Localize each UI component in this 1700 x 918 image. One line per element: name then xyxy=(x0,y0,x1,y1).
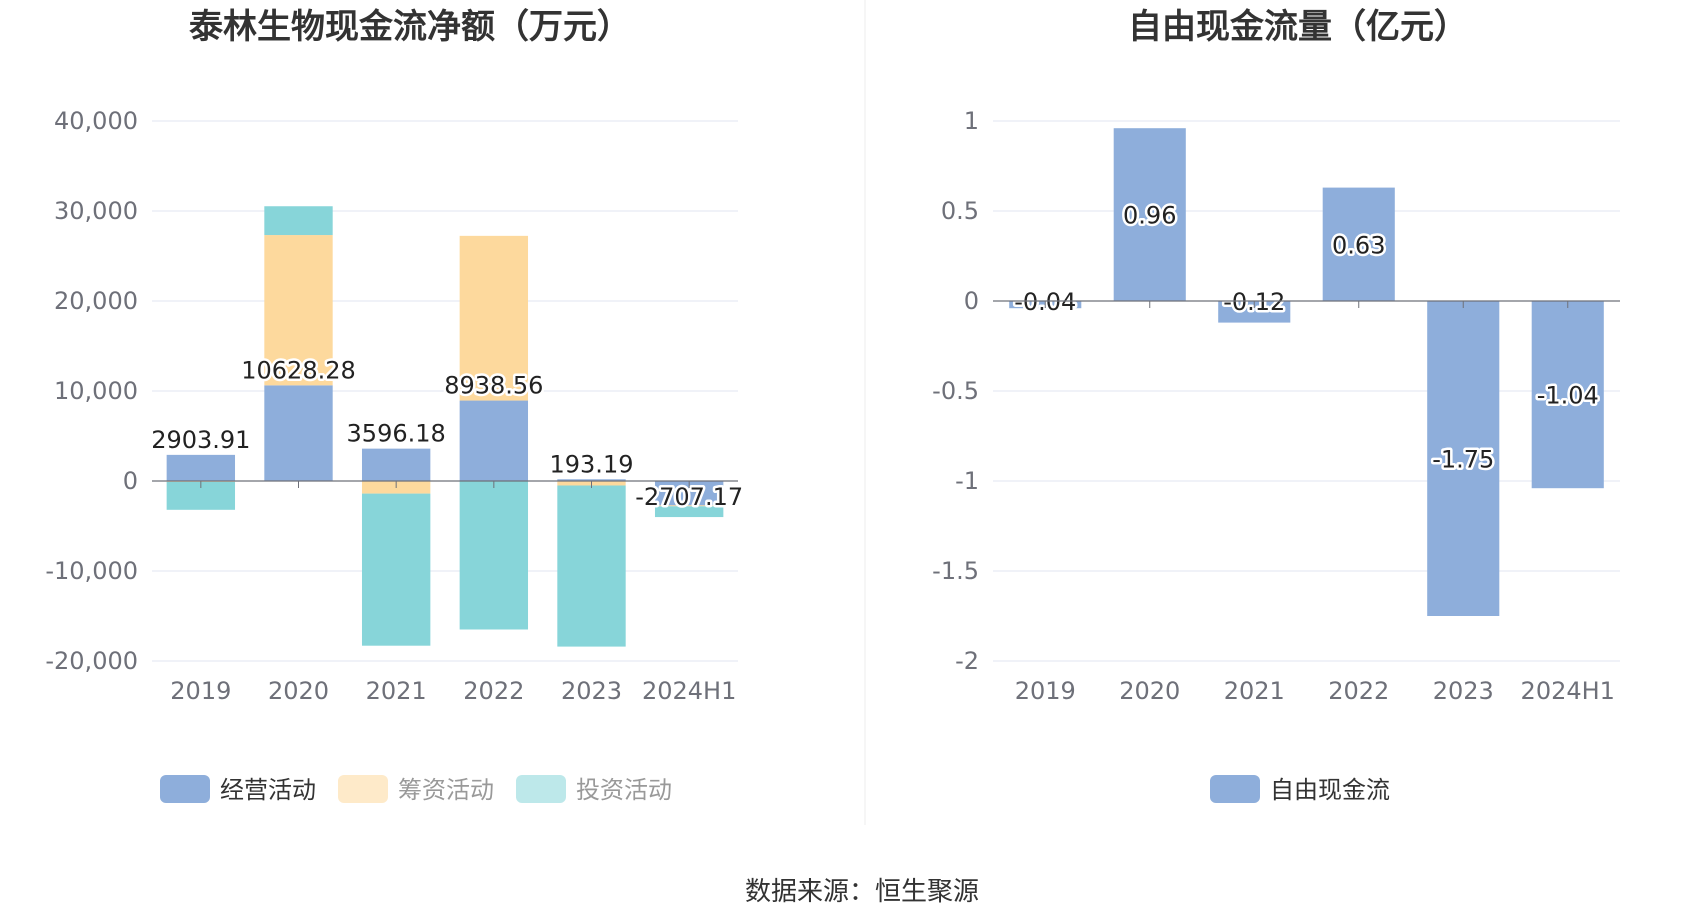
data-label-2023: 193.19 xyxy=(550,450,634,478)
bar-investing-2024H1[interactable] xyxy=(654,506,724,518)
data-label-2023: -1.75 xyxy=(1432,446,1494,474)
left-legend[interactable]: 经营活动 筹资活动 投资活动 xyxy=(160,775,672,804)
x-tick-label: 2021 xyxy=(366,677,427,705)
bar-operating-2020[interactable] xyxy=(264,385,333,481)
x-tick-label: 2023 xyxy=(561,677,622,705)
x-tick-label: 2019 xyxy=(1015,677,1076,705)
data-label-2024H1: -1.04 xyxy=(1537,382,1599,410)
bar-investing-2022[interactable] xyxy=(459,481,529,630)
right-x-axis: 2019 2020 2021 2022 2023 2024H1 xyxy=(993,300,1620,705)
y-tick-label: -2 xyxy=(955,647,979,675)
left-data-labels: 2903.9110628.283596.188938.56193.19-2707… xyxy=(149,354,746,514)
x-tick-label: 2019 xyxy=(170,677,231,705)
bar-operating-2021[interactable] xyxy=(361,448,431,481)
x-tick-label: 2020 xyxy=(268,677,329,705)
bar-fcf-2021[interactable] xyxy=(1218,301,1291,323)
legend-label-fcf[interactable]: 自由现金流 xyxy=(1270,776,1390,804)
chart-title-right: 自由现金流量（亿元） xyxy=(1128,7,1468,47)
left-bars xyxy=(166,206,724,647)
right-grid: 1 0.5 0 -0.5 -1 -1.5 -2 xyxy=(932,107,1620,675)
y-tick-label: 10,000 xyxy=(54,377,138,405)
x-tick-label: 2023 xyxy=(1433,677,1494,705)
legend-swatch-operating[interactable] xyxy=(160,775,210,803)
x-tick-label: 2022 xyxy=(463,677,524,705)
y-tick-label: -10,000 xyxy=(45,557,138,585)
legend-label-operating[interactable]: 经营活动 xyxy=(220,776,316,804)
data-label-2020: 0.96 xyxy=(1123,202,1176,230)
legend-label-financing[interactable]: 筹资活动 xyxy=(398,776,494,804)
bar-investing-2020[interactable] xyxy=(264,206,333,236)
y-tick-label: 0.5 xyxy=(941,197,979,225)
bar-fcf-2022[interactable] xyxy=(1322,187,1395,301)
data-label-2019: 2903.91 xyxy=(151,426,250,454)
bar-financing-2024H1[interactable] xyxy=(654,505,724,507)
legend-label-investing[interactable]: 投资活动 xyxy=(576,776,672,804)
bar-financing-2022[interactable] xyxy=(459,235,529,401)
left-x-axis: 2019 2020 2021 2022 2023 2024H1 xyxy=(152,480,738,705)
data-label-2022: 0.63 xyxy=(1332,231,1385,259)
y-tick-label: 0 xyxy=(123,467,138,495)
data-label-2020: 10628.28 xyxy=(241,356,356,384)
y-tick-label: -1 xyxy=(955,467,979,495)
x-tick-label: 2020 xyxy=(1119,677,1180,705)
y-tick-label: -0.5 xyxy=(932,377,979,405)
right-data-labels: -0.040.96-0.120.63-1.75-1.04 xyxy=(1012,199,1602,476)
bar-operating-2022[interactable] xyxy=(459,400,529,481)
left-grid: 40,000 30,000 20,000 10,000 0 -10,000 -20,000 xyxy=(45,107,738,675)
bar-financing-2020[interactable] xyxy=(264,235,333,386)
bar-fcf-2020[interactable] xyxy=(1113,128,1186,301)
legend-swatch-fcf[interactable] xyxy=(1210,775,1260,803)
y-tick-label: -20,000 xyxy=(45,647,138,675)
data-source: 数据来源：恒生聚源 xyxy=(745,877,979,907)
chart-title-left: 泰林生物现金流净额（万元） xyxy=(189,7,631,47)
x-tick-label: 2022 xyxy=(1328,677,1389,705)
bar-fcf-2023[interactable] xyxy=(1427,301,1500,616)
bar-investing-2023[interactable] xyxy=(557,485,626,647)
y-tick-label: 30,000 xyxy=(54,197,138,225)
x-tick-label: 2024H1 xyxy=(642,677,736,705)
y-tick-label: -1.5 xyxy=(932,557,979,585)
y-tick-label: 20,000 xyxy=(54,287,138,315)
y-tick-label: 40,000 xyxy=(54,107,138,135)
bar-operating-2023[interactable] xyxy=(557,479,626,481)
data-label-2022: 8938.56 xyxy=(444,372,543,400)
data-label-2021: 3596.18 xyxy=(347,420,446,448)
bar-investing-2021[interactable] xyxy=(361,493,431,646)
y-tick-label: 1 xyxy=(964,107,979,135)
right-legend[interactable]: 自由现金流 xyxy=(1210,775,1390,804)
x-tick-label: 2024H1 xyxy=(1521,677,1615,705)
legend-swatch-investing[interactable] xyxy=(516,775,566,803)
x-tick-label: 2021 xyxy=(1224,677,1285,705)
legend-swatch-financing[interactable] xyxy=(338,775,388,803)
bar-fcf-2024H1[interactable] xyxy=(1531,301,1604,489)
y-tick-label: 0 xyxy=(964,287,979,315)
right-bars xyxy=(1009,128,1604,616)
bar-operating-2019[interactable] xyxy=(166,454,236,481)
